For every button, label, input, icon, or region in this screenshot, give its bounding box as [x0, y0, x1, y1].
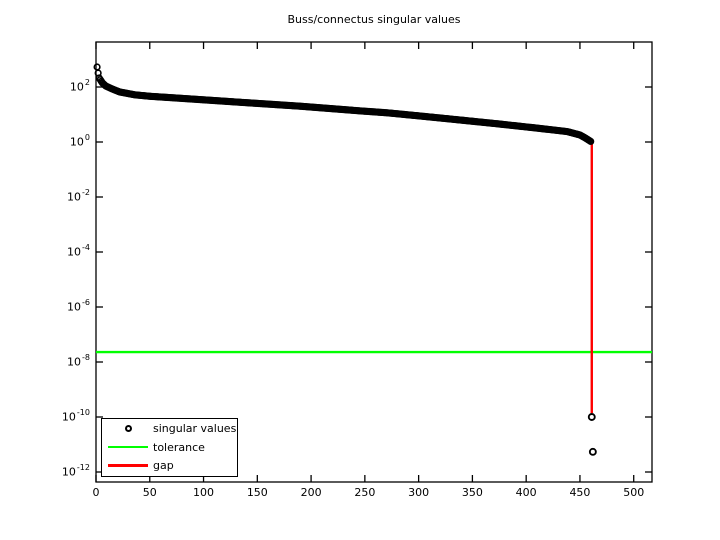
singular-value-tail-marker	[587, 413, 596, 421]
x-tick-label: 100	[193, 486, 215, 499]
legend-label: gap	[153, 459, 174, 473]
legend-item-tolerance: tolerance	[102, 438, 237, 457]
legend-glyph	[108, 424, 148, 432]
x-tick-label: 400	[515, 486, 537, 499]
singular-value-marker	[587, 137, 595, 146]
legend-glyph	[108, 445, 148, 449]
x-tick-label: 200	[300, 486, 322, 499]
legend-item-gap: gap	[102, 456, 237, 475]
x-tick-label: 350	[461, 486, 483, 499]
legend-glyph	[108, 464, 148, 467]
y-tick-label: 10-10	[61, 408, 90, 424]
x-tick-label: 250	[354, 486, 376, 499]
y-tick-label: 102	[69, 78, 90, 94]
x-tick-label: 300	[408, 486, 430, 499]
circle-marker-icon	[124, 424, 132, 432]
tolerance-line-icon	[108, 445, 148, 449]
legend-label: tolerance	[153, 440, 205, 454]
singular-value-tail-marker	[588, 447, 597, 456]
x-tick-label: 50	[142, 486, 157, 499]
y-tick-label: 10-6	[67, 298, 90, 314]
legend-label: singular values	[153, 421, 237, 435]
singular-value-marker	[93, 63, 101, 71]
y-tick-label: 10-12	[61, 463, 90, 479]
y-tick-label: 10-2	[67, 188, 90, 204]
gap-line-icon	[108, 464, 148, 467]
x-tick-label: 450	[569, 486, 591, 499]
x-tick-label: 150	[246, 486, 268, 499]
legend-item-singular-values: singular values	[102, 419, 237, 438]
x-tick-label: 0	[92, 486, 100, 499]
y-tick-label: 10-8	[67, 353, 90, 369]
chart-title: Buss/connectus singular values	[287, 13, 461, 26]
axes-box	[95, 41, 653, 483]
y-tick-label: 10-4	[67, 243, 90, 259]
y-tick-label: 100	[69, 133, 90, 149]
legend: singular values tolerance gap	[101, 418, 238, 477]
x-tick-label: 500	[623, 486, 645, 499]
